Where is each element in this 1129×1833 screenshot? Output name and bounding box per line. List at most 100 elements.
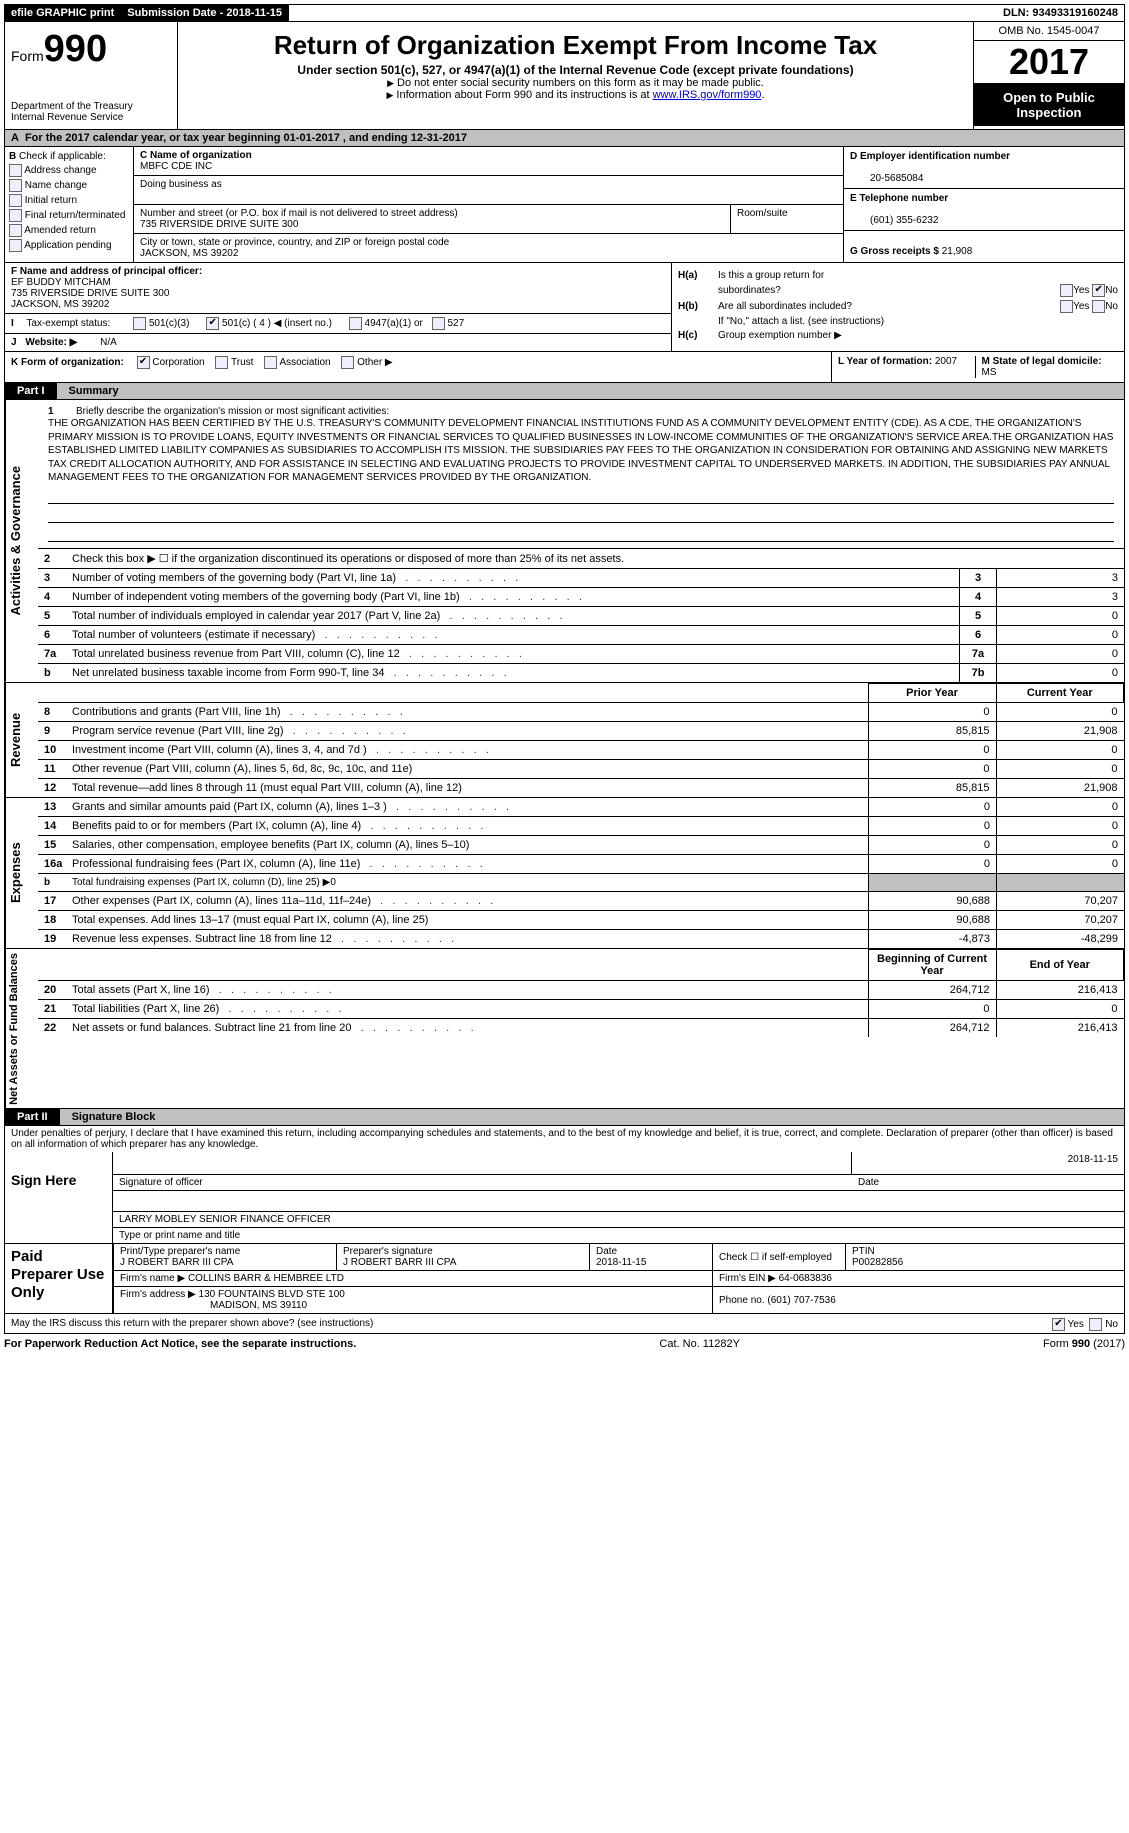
website-row: J Website: ▶ N/A xyxy=(5,334,671,351)
line-7b: bNet unrelated business taxable income f… xyxy=(38,663,1124,682)
line-3: 3Number of voting members of the governi… xyxy=(38,568,1124,587)
hc-row: H(c) Group exemption number ▶ xyxy=(678,330,1118,341)
part2-header: Part II Signature Block xyxy=(4,1109,1125,1126)
submission-date: Submission Date - 2018-11-15 xyxy=(121,5,289,21)
line-20: 20Total assets (Part X, line 16)264,7122… xyxy=(38,980,1124,999)
line-16b: bTotal fundraising expenses (Part IX, co… xyxy=(38,873,1124,891)
irs-link[interactable]: www.IRS.gov/form990 xyxy=(653,89,762,101)
line-19: 19Revenue less expenses. Subtract line 1… xyxy=(38,929,1124,948)
line-21: 21Total liabilities (Part X, line 26)00 xyxy=(38,999,1124,1018)
signature-block: Under penalties of perjury, I declare th… xyxy=(4,1126,1125,1334)
discuss-row: May the IRS discuss this return with the… xyxy=(5,1313,1124,1333)
col-de: D Employer identification number 20-5685… xyxy=(844,147,1124,262)
note-2: Information about Form 990 and its instr… xyxy=(188,89,963,101)
chk-501c4[interactable]: ✔ xyxy=(206,317,219,330)
be-right: H(a) Is this a group return for subordin… xyxy=(672,263,1124,351)
chk-assoc[interactable] xyxy=(264,356,277,369)
tax-exempt-row: I Tax-exempt status: 501(c)(3) ✔ 501(c) … xyxy=(5,314,671,334)
line-22: 22Net assets or fund balances. Subtract … xyxy=(38,1018,1124,1037)
header-right: OMB No. 1545-0047 2017 Open to Public In… xyxy=(973,22,1124,129)
line-18: 18Total expenses. Add lines 13–17 (must … xyxy=(38,910,1124,929)
bottom-entity: F Name and address of principal officer:… xyxy=(4,263,1125,352)
telephone: E Telephone number (601) 355-6232 xyxy=(844,189,1124,231)
form-ref: Form 990 (2017) xyxy=(1043,1338,1125,1350)
m-state: M State of legal domicile: MS xyxy=(976,356,1119,378)
hb-no[interactable] xyxy=(1092,300,1105,313)
line-2: 2Check this box ▶ ☐ if the organization … xyxy=(38,549,1124,569)
part1-header: Part I Summary xyxy=(4,383,1125,400)
header-center: Return of Organization Exempt From Incom… xyxy=(178,22,973,129)
line-12: 12Total revenue—add lines 8 through 11 (… xyxy=(38,778,1124,797)
row-a: AFor the 2017 calendar year, or tax year… xyxy=(4,130,1125,147)
k-row: K Form of organization: ✔ Corporation Tr… xyxy=(5,352,832,382)
dba: Doing business as xyxy=(134,176,843,205)
side-expenses: Expenses xyxy=(5,798,38,948)
open-public: Open to Public Inspection xyxy=(974,84,1124,126)
ha-yes[interactable] xyxy=(1060,284,1073,297)
part1-revenue: Revenue Prior YearCurrent Year 8Contribu… xyxy=(4,683,1125,798)
penalty-text: Under penalties of perjury, I declare th… xyxy=(5,1126,1124,1152)
preparer-block: Paid Preparer Use Only Print/Type prepar… xyxy=(5,1243,1124,1313)
line-17: 17Other expenses (Part IX, column (A), l… xyxy=(38,891,1124,910)
rev-table: Prior YearCurrent Year 8Contributions an… xyxy=(38,683,1124,797)
side-governance: Activities & Governance xyxy=(5,400,38,682)
l-year: L Year of formation: 2007 xyxy=(838,356,976,378)
cat-no: Cat. No. 11282Y xyxy=(659,1338,740,1350)
city-row: City or town, state or province, country… xyxy=(134,234,843,262)
chk-amended[interactable]: Amended return xyxy=(9,224,129,237)
chk-4947[interactable] xyxy=(349,317,362,330)
line-5: 5Total number of individuals employed in… xyxy=(38,606,1124,625)
line-8: 8Contributions and grants (Part VIII, li… xyxy=(38,702,1124,721)
chk-name[interactable]: Name change xyxy=(9,179,129,192)
header-left: Form990 Department of the Treasury Inter… xyxy=(5,22,178,129)
ein: D Employer identification number 20-5685… xyxy=(844,147,1124,189)
chk-trust[interactable] xyxy=(215,356,228,369)
chk-527[interactable] xyxy=(432,317,445,330)
line-14: 14Benefits paid to or for members (Part … xyxy=(38,816,1124,835)
part1-expenses: Expenses 13Grants and similar amounts pa… xyxy=(4,798,1125,949)
hb-yes[interactable] xyxy=(1060,300,1073,313)
form-header: Form990 Department of the Treasury Inter… xyxy=(4,22,1125,130)
net-table: Beginning of Current YearEnd of Year 20T… xyxy=(38,949,1124,1037)
form-title: Return of Organization Exempt From Incom… xyxy=(188,30,963,61)
street-row: Number and street (or P.O. box if mail i… xyxy=(134,205,843,234)
note-1: Do not enter social security numbers on … xyxy=(188,77,963,89)
chk-corp[interactable]: ✔ xyxy=(137,356,150,369)
line-7a: 7aTotal unrelated business revenue from … xyxy=(38,644,1124,663)
efile-label: efile GRAPHIC print xyxy=(5,5,121,21)
discuss-no[interactable] xyxy=(1089,1318,1102,1331)
line-11: 11Other revenue (Part VIII, column (A), … xyxy=(38,759,1124,778)
col-b: B Check if applicable: Address change Na… xyxy=(5,147,134,262)
room-suite: Room/suite xyxy=(731,205,843,233)
page-footer: For Paperwork Reduction Act Notice, see … xyxy=(4,1334,1125,1354)
ha-no[interactable]: ✔ xyxy=(1092,284,1105,297)
org-name: C Name of organization MBFC CDE INC xyxy=(134,147,843,176)
side-netassets: Net Assets or Fund Balances xyxy=(5,949,38,1109)
gov-table: 2Check this box ▶ ☐ if the organization … xyxy=(38,549,1124,682)
entity-grid: B Check if applicable: Address change Na… xyxy=(4,147,1125,263)
chk-pending[interactable]: Application pending xyxy=(9,239,129,252)
pra-notice: For Paperwork Reduction Act Notice, see … xyxy=(4,1338,356,1350)
line-15: 15Salaries, other compensation, employee… xyxy=(38,835,1124,854)
mission-text: THE ORGANIZATION HAS BEEN CERTIFIED BY T… xyxy=(48,418,1113,483)
side-revenue: Revenue xyxy=(5,683,38,797)
form-number: Form990 xyxy=(11,28,171,71)
chk-other[interactable] xyxy=(341,356,354,369)
chk-address[interactable]: Address change xyxy=(9,164,129,177)
line-13: 13Grants and similar amounts paid (Part … xyxy=(38,798,1124,817)
omb: OMB No. 1545-0047 xyxy=(974,22,1124,41)
be-left: F Name and address of principal officer:… xyxy=(5,263,672,351)
chk-initial[interactable]: Initial return xyxy=(9,194,129,207)
dln: DLN: 93493319160248 xyxy=(997,5,1124,21)
form-subtitle: Under section 501(c), 527, or 4947(a)(1)… xyxy=(188,63,963,77)
line-6: 6Total number of volunteers (estimate if… xyxy=(38,625,1124,644)
chk-501c3[interactable] xyxy=(133,317,146,330)
k-l-m-row: K Form of organization: ✔ Corporation Tr… xyxy=(4,352,1125,383)
discuss-yes[interactable]: ✔ xyxy=(1052,1318,1065,1331)
chk-final[interactable]: Final return/terminated xyxy=(9,209,129,222)
hb-row: H(b) Are all subordinates included? Yes … xyxy=(678,300,1118,313)
col-c: C Name of organization MBFC CDE INC Doin… xyxy=(134,147,844,262)
topbar: efile GRAPHIC print Submission Date - 20… xyxy=(4,4,1125,22)
mission-block: 1Briefly describe the organization's mis… xyxy=(38,400,1124,549)
part1-governance: Activities & Governance 1Briefly describ… xyxy=(4,400,1125,683)
